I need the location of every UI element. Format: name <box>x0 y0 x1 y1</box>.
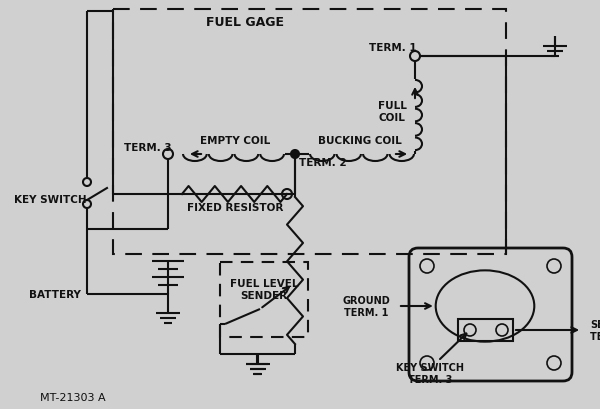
Text: FUEL GAGE: FUEL GAGE <box>206 16 284 29</box>
Text: FULL
COIL: FULL COIL <box>377 101 406 123</box>
Text: FUEL LEVEL
SENDER: FUEL LEVEL SENDER <box>230 279 298 300</box>
Bar <box>113 10 506 254</box>
Bar <box>220 262 308 337</box>
Text: FIXED RESISTOR: FIXED RESISTOR <box>187 202 283 213</box>
Circle shape <box>291 151 299 159</box>
Bar <box>458 319 513 341</box>
Text: TERM. 2: TERM. 2 <box>299 157 347 168</box>
Text: KEY SWITCH
TERM. 3: KEY SWITCH TERM. 3 <box>396 362 464 384</box>
Text: EMPTY COIL: EMPTY COIL <box>200 136 270 146</box>
Text: BATTERY: BATTERY <box>29 289 81 299</box>
Text: GROUND
TERM. 1: GROUND TERM. 1 <box>342 295 390 317</box>
Text: TERM. 3: TERM. 3 <box>124 143 172 153</box>
Text: SENDER
TERM. 2: SENDER TERM. 2 <box>590 319 600 341</box>
Text: MT-21303 A: MT-21303 A <box>40 392 106 402</box>
Text: TERM. 1: TERM. 1 <box>369 43 417 53</box>
Text: KEY SWITCH: KEY SWITCH <box>14 195 86 204</box>
Text: BUCKING COIL: BUCKING COIL <box>318 136 402 146</box>
